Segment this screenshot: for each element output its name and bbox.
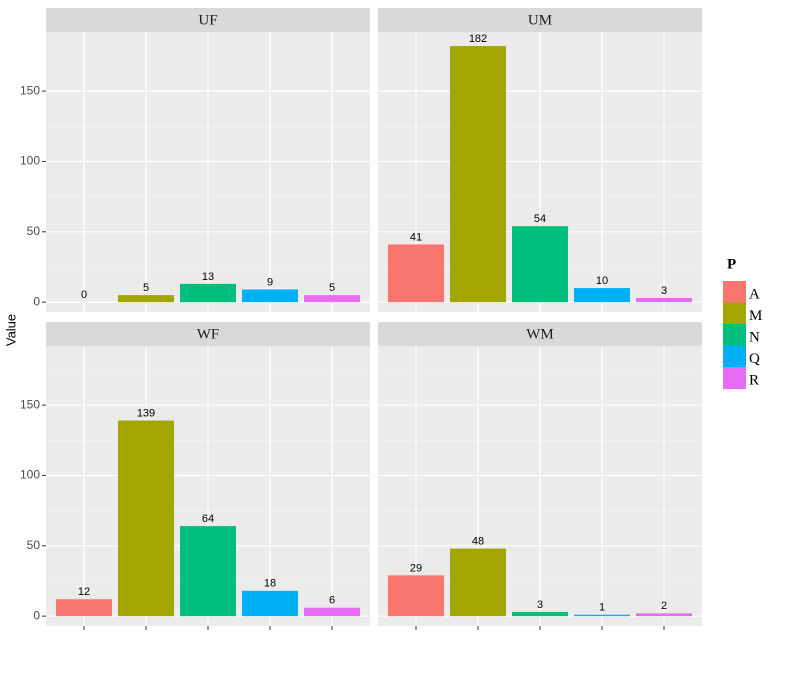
bar: [574, 288, 630, 303]
bar: [574, 614, 630, 617]
y-tick-label: 100: [20, 154, 40, 168]
bar: [512, 226, 568, 303]
legend-key: [723, 367, 746, 389]
y-tick-label: 150: [20, 397, 40, 411]
bar: [118, 420, 174, 617]
legend-key: [723, 281, 746, 303]
bar: [118, 295, 174, 303]
y-tick-label: 50: [27, 538, 41, 552]
strip-label: WF: [197, 326, 220, 342]
legend-label: M: [749, 308, 762, 324]
legend-key: [723, 345, 746, 368]
value-label: 1: [599, 602, 605, 614]
y-tick-label: 100: [20, 468, 40, 482]
value-label: 9: [267, 276, 273, 288]
value-label: 10: [596, 275, 608, 287]
value-label: 12: [78, 586, 90, 598]
value-label: 6: [329, 595, 335, 607]
bar: [450, 548, 506, 617]
legend-key: [723, 324, 746, 346]
bar: [388, 575, 444, 617]
value-label: 18: [264, 578, 276, 590]
y-tick-label: 50: [27, 224, 41, 238]
bar: [304, 607, 360, 617]
legend-label: A: [749, 286, 760, 302]
value-label: 3: [661, 285, 667, 297]
y-axis-label: Value: [3, 314, 18, 346]
strip: [46, 8, 370, 32]
legend-title: P: [727, 256, 736, 272]
y-tick-label: 150: [20, 83, 40, 97]
bar: [242, 289, 298, 303]
strip-label: UF: [198, 12, 217, 28]
strip-label: WM: [526, 326, 554, 342]
bar: [180, 283, 236, 303]
y-tick-label: 0: [33, 294, 40, 308]
bar: [636, 297, 692, 303]
bar: [56, 599, 112, 617]
bar: [242, 590, 298, 617]
legend-key: [723, 302, 746, 325]
bar: [180, 526, 236, 617]
legend-label: Q: [749, 351, 760, 367]
bar: [450, 46, 506, 303]
value-label: 0: [81, 289, 87, 301]
bar: [388, 244, 444, 303]
strip-label: UM: [528, 12, 552, 28]
value-label: 13: [202, 271, 214, 283]
value-label: 54: [534, 213, 546, 225]
strip: [378, 322, 702, 346]
value-label: 139: [137, 407, 155, 419]
value-label: 5: [329, 282, 335, 294]
bar: [636, 613, 692, 617]
value-label: 2: [661, 600, 667, 612]
strip: [378, 8, 702, 32]
y-tick-label: 0: [33, 608, 40, 622]
legend-label: N: [749, 329, 760, 345]
value-label: 3: [537, 599, 543, 611]
value-label: 64: [202, 513, 214, 525]
bar: [512, 611, 568, 617]
strip: [46, 322, 370, 346]
legend-label: R: [749, 372, 759, 388]
value-label: 41: [410, 231, 422, 243]
value-label: 182: [469, 33, 487, 45]
value-label: 29: [410, 562, 422, 574]
bar: [304, 295, 360, 303]
value-label: 5: [143, 282, 149, 294]
value-label: 48: [472, 536, 484, 548]
